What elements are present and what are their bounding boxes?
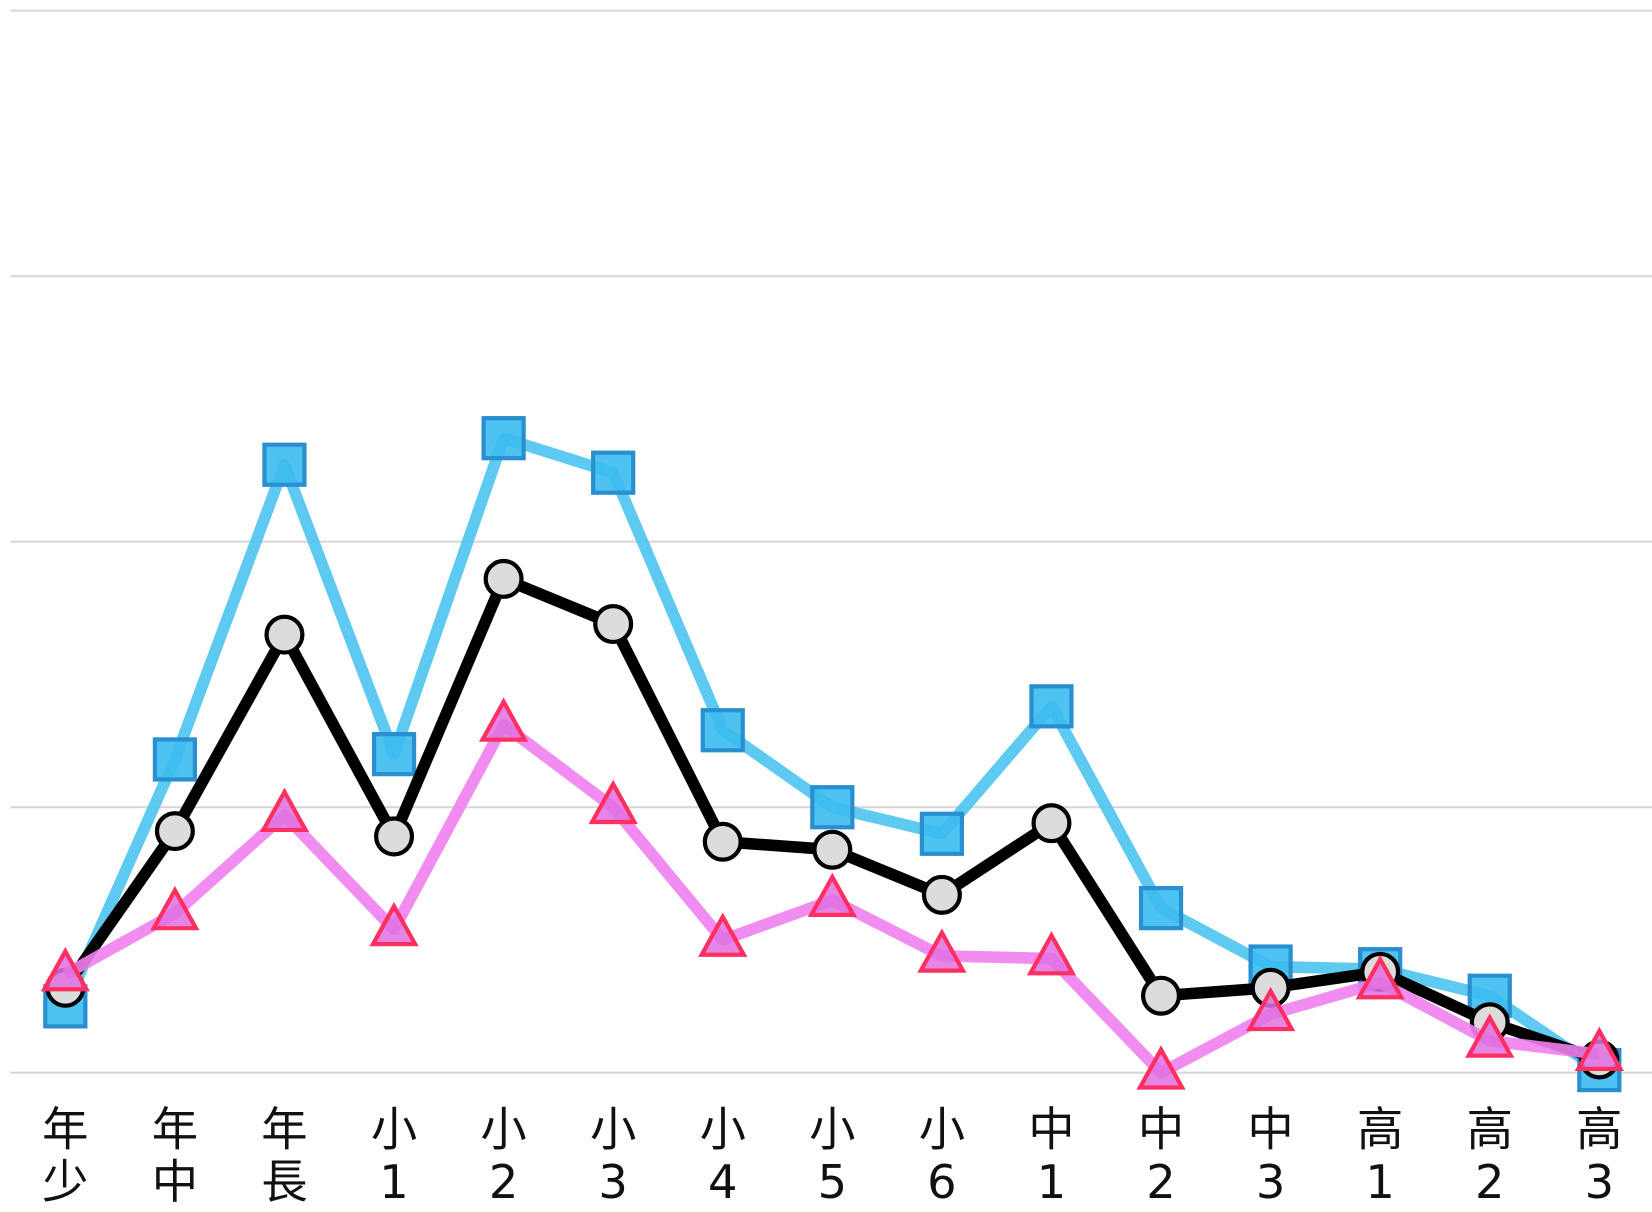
x-tick-label: 2 <box>489 1155 519 1209</box>
square-marker <box>1138 885 1184 931</box>
square-marker <box>1029 684 1074 729</box>
x-tick-label: 小 <box>371 1102 417 1156</box>
x-tick-label: 高 <box>1576 1102 1622 1156</box>
square-marker <box>919 811 965 856</box>
circle-marker <box>812 829 853 870</box>
x-tick-label: 1 <box>1365 1155 1395 1209</box>
triangle-marker <box>478 697 529 742</box>
x-tick-label: 小 <box>590 1102 636 1156</box>
x-tick-label: 長 <box>261 1155 307 1209</box>
triangle-marker <box>150 885 200 931</box>
x-tick-label: 中 <box>152 1155 198 1209</box>
square-marker <box>700 708 745 753</box>
triangle-marker <box>369 901 419 947</box>
circle-marker <box>374 816 415 857</box>
x-tick-label: 高 <box>1467 1102 1513 1156</box>
triangle-marker <box>1245 986 1296 1032</box>
x-tick-label: 年 <box>152 1102 198 1156</box>
circle-marker <box>264 614 305 655</box>
x-tick-label: 5 <box>818 1155 848 1209</box>
circle-marker <box>154 811 195 852</box>
x-tick-label: 中 <box>1138 1102 1184 1156</box>
square-marker <box>810 785 855 830</box>
circle-marker <box>921 874 962 915</box>
triangle-marker <box>1355 954 1405 1000</box>
triangle-marker <box>698 912 748 957</box>
triangle-marker <box>1026 931 1077 976</box>
x-tick-label: 中 <box>1247 1102 1293 1156</box>
square-marker <box>371 732 417 777</box>
x-tick-label: 小 <box>700 1102 746 1156</box>
triangle-marker <box>40 946 90 992</box>
triangle-marker <box>1465 1013 1515 1058</box>
circle-marker <box>702 821 743 862</box>
circle-marker <box>593 604 634 645</box>
x-tick-label: 2 <box>1475 1155 1505 1209</box>
x-tick-label: 高 <box>1357 1102 1403 1156</box>
x-tick-label: 2 <box>1146 1155 1176 1209</box>
x-tick-label: 中 <box>1028 1102 1074 1156</box>
square-marker <box>262 442 307 487</box>
x-tick-label: 小 <box>809 1102 855 1156</box>
x-tick-label: 1 <box>1037 1155 1067 1209</box>
circle-marker <box>1141 975 1182 1016</box>
x-tick-label: 小 <box>919 1102 965 1156</box>
x-tick-label: 小 <box>480 1102 526 1156</box>
circle-marker <box>1031 803 1072 844</box>
x-tick-label: 4 <box>708 1155 738 1209</box>
square-marker <box>591 450 636 495</box>
x-tick-label: 6 <box>927 1155 957 1209</box>
square-marker <box>152 737 198 782</box>
x-tick-label: 3 <box>1256 1155 1286 1209</box>
x-tick-label: 1 <box>379 1155 409 1209</box>
x-tick-label: 少 <box>42 1155 88 1209</box>
triangle-marker <box>1136 1045 1186 1090</box>
triangle-marker <box>917 928 967 973</box>
triangle-marker <box>259 787 310 833</box>
circle-marker <box>483 558 524 599</box>
x-tick-label: 3 <box>1585 1155 1615 1209</box>
triangle-marker <box>807 872 857 918</box>
triangle-marker <box>1574 1026 1624 1072</box>
triangle-marker <box>588 779 638 825</box>
x-tick-label: 年 <box>261 1102 307 1156</box>
x-tick-label: 3 <box>598 1155 628 1209</box>
x-tick-label: 年 <box>42 1102 88 1156</box>
square-marker <box>481 416 526 461</box>
